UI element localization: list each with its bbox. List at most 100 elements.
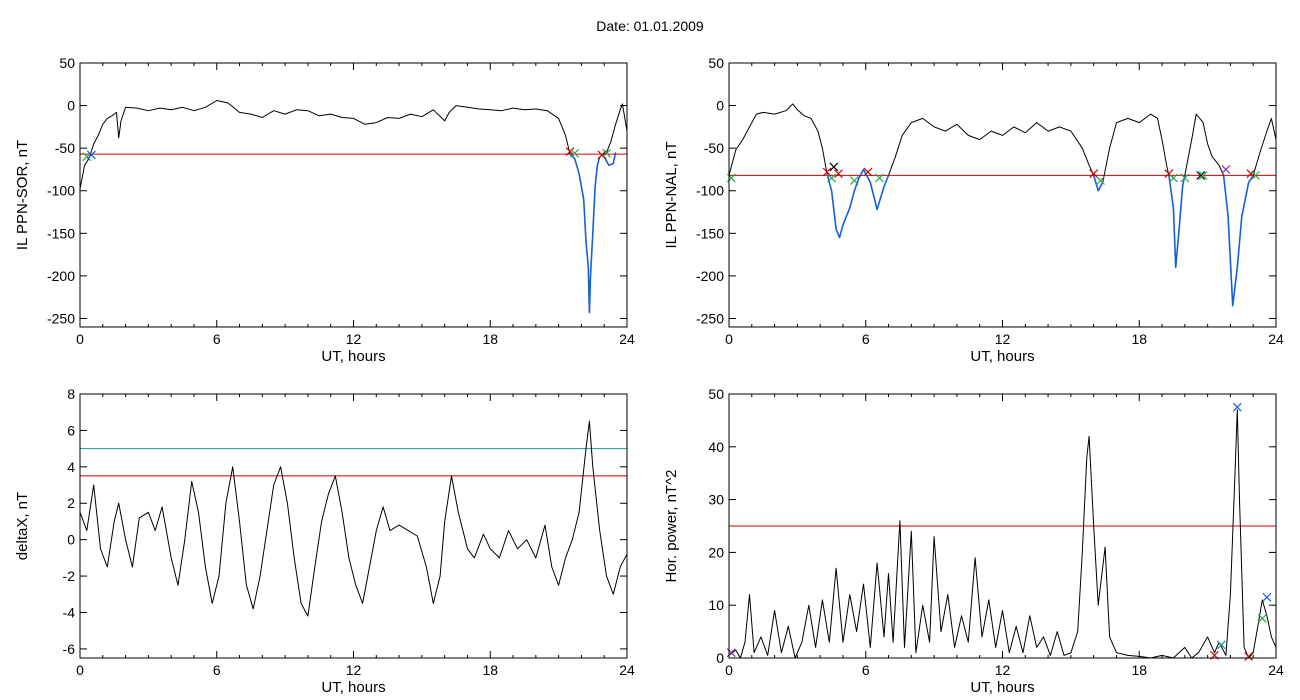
marker-stroke — [833, 169, 843, 179]
event-marker — [602, 148, 611, 158]
plot-frame — [79, 62, 628, 328]
y-tick-label: -100 — [47, 183, 75, 199]
marker-stroke — [1216, 640, 1226, 650]
event-marker — [1180, 173, 1190, 183]
marker-stroke — [82, 152, 92, 162]
event-marker — [1244, 651, 1254, 661]
event-marker — [822, 167, 832, 177]
event-marker — [1221, 165, 1231, 174]
chart-sor: 0 6 12 18 24 50 0 -50 -100 -150 -200 -250 UT, hours I… — [14, 55, 635, 365]
y-tick-label: 8 — [67, 386, 75, 402]
event-marker — [833, 169, 843, 179]
event-marker — [82, 152, 92, 162]
x-axis-title: UT, hours — [970, 679, 1034, 696]
series-line — [1092, 175, 1104, 192]
x-axis-title: UT, hours — [321, 348, 385, 365]
series-line — [728, 409, 1277, 659]
event-marker — [86, 150, 96, 160]
y-tick-label: -250 — [47, 310, 75, 326]
y-tick-label: 40 — [708, 439, 724, 455]
x-tick-label: 12 — [346, 331, 362, 347]
event-marker — [827, 173, 836, 183]
marker-stroke — [1164, 169, 1174, 179]
event-marker — [1198, 170, 1208, 180]
y-axis-title: IL PPN-NAL, nT — [663, 142, 680, 249]
x-tick-label: 0 — [725, 331, 733, 347]
y-tick-label: 50 — [708, 386, 724, 402]
marker-stroke — [570, 148, 580, 158]
y-tick-label: -150 — [696, 225, 724, 241]
marker-stroke — [1257, 613, 1267, 623]
marker-stroke — [849, 176, 859, 185]
x-tick-label: 6 — [862, 331, 870, 347]
y-tick-label: -4 — [63, 604, 76, 620]
y-tick-label: 0 — [67, 98, 75, 114]
y-tick-label: -50 — [704, 140, 724, 156]
y-tick-label: -50 — [55, 140, 75, 156]
y-tick-label: 6 — [67, 422, 75, 438]
marker-stroke — [1180, 173, 1190, 183]
marker-stroke — [597, 150, 607, 160]
event-marker — [1096, 176, 1105, 185]
y-tick-label: 0 — [716, 650, 724, 666]
event-marker — [1251, 170, 1260, 180]
x-axis-title: UT, hours — [970, 348, 1034, 365]
marker-stroke — [863, 167, 873, 177]
y-tick-label: -200 — [696, 268, 724, 284]
y-tick-label: 10 — [708, 597, 724, 613]
x-tick-label: 18 — [482, 662, 498, 678]
event-marker — [863, 167, 873, 177]
x-tick-label: 12 — [995, 331, 1011, 347]
marker-stroke — [1169, 173, 1178, 183]
marker-stroke — [1251, 170, 1260, 180]
y-tick-label: -100 — [696, 183, 724, 199]
marker-stroke — [1262, 592, 1272, 602]
x-tick-label: 0 — [76, 662, 84, 678]
event-marker — [1262, 592, 1272, 602]
x-tick-label: 24 — [619, 662, 635, 678]
marker-stroke — [1244, 651, 1254, 661]
series-line — [599, 103, 628, 158]
event-marker — [1246, 169, 1256, 179]
x-tick-label: 18 — [1131, 662, 1147, 678]
x-tick-label: 24 — [619, 331, 635, 347]
y-tick-label: -2 — [63, 568, 76, 584]
y-axis-title: Hor. power, nT^2 — [663, 470, 680, 583]
event-marker — [849, 176, 859, 185]
y-axis-title: deltaX, nT — [14, 492, 31, 560]
marker-stroke — [875, 173, 884, 183]
event-marker — [565, 147, 575, 156]
plot-frame — [728, 62, 1277, 328]
marker-stroke — [822, 167, 832, 177]
series-line — [569, 153, 601, 314]
y-tick-label: -6 — [63, 641, 76, 657]
x-tick-label: 6 — [213, 662, 221, 678]
series-line — [826, 168, 890, 239]
series-line — [79, 100, 571, 190]
series-line — [1168, 175, 1186, 269]
marker-stroke — [86, 150, 96, 160]
x-axis-title: UT, hours — [321, 679, 385, 696]
marker-stroke — [1232, 402, 1242, 412]
marker-stroke — [1196, 170, 1206, 180]
x-tick-label: 18 — [482, 331, 498, 347]
event-marker — [829, 162, 839, 172]
x-tick-label: 12 — [995, 662, 1011, 678]
chart-deltax: 0 6 12 18 24 8 6 4 2 0 -2 -4 -6 UT, hours deltaX, nT — [14, 386, 635, 696]
y-tick-label: -250 — [696, 310, 724, 326]
y-tick-label: 50 — [59, 55, 75, 71]
series-line — [603, 152, 617, 166]
y-tick-label: -200 — [47, 268, 75, 284]
event-marker — [1169, 173, 1178, 183]
x-tick-label: 12 — [346, 662, 362, 678]
event-marker — [1232, 402, 1242, 412]
y-tick-label: 50 — [708, 55, 724, 71]
x-tick-label: 24 — [1268, 662, 1284, 678]
series-line — [1184, 113, 1225, 176]
y-tick-label: -150 — [47, 225, 75, 241]
y-tick-label: 20 — [708, 544, 724, 560]
x-tick-label: 0 — [76, 331, 84, 347]
series-line — [1222, 174, 1254, 307]
series-line — [1102, 113, 1170, 183]
